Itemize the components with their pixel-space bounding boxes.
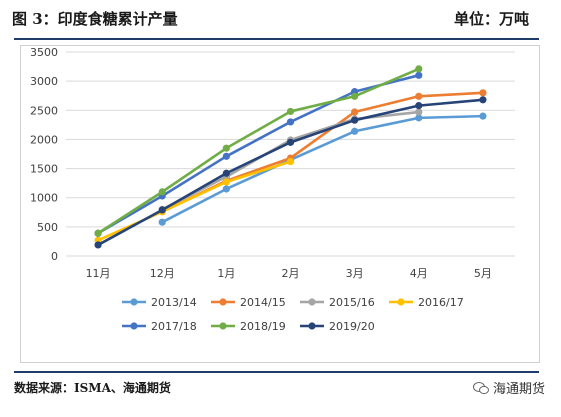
watermark: 海通期货 xyxy=(472,378,545,397)
data-point-2013-14 xyxy=(479,112,487,120)
y-tick-label: 500 xyxy=(37,221,58,234)
data-point-2017-18 xyxy=(222,152,230,160)
data-point-2014-15 xyxy=(479,89,487,97)
data-point-2019-20 xyxy=(286,138,295,146)
data-point-2018-19 xyxy=(222,144,230,152)
wechat-icon xyxy=(472,381,489,394)
y-tick-label: 1000 xyxy=(30,192,58,205)
data-point-2018-19 xyxy=(94,229,102,237)
data-point-2018-19 xyxy=(286,107,295,116)
data-point-2015-16 xyxy=(415,108,423,116)
watermark-text: 海通期货 xyxy=(492,382,545,397)
source-note: 数据来源：ISMA、海通期货 xyxy=(14,381,171,395)
x-tick-label: 11月 xyxy=(86,267,111,280)
y-tick-label: 1500 xyxy=(30,163,58,176)
data-point-2013-14 xyxy=(351,127,359,135)
legend-label: 2015/16 xyxy=(329,296,375,309)
data-point-2019-20 xyxy=(222,169,230,177)
top-rule xyxy=(14,38,539,40)
legend-label: 2014/15 xyxy=(240,296,286,309)
legend-label: 2018/19 xyxy=(240,320,286,333)
x-tick-label: 5月 xyxy=(474,267,492,280)
y-tick-label: 3000 xyxy=(30,75,58,88)
x-tick-label: 2月 xyxy=(282,267,300,280)
legend-swatch-marker xyxy=(219,298,227,306)
legend-swatch-marker xyxy=(397,298,405,306)
data-point-2016-17 xyxy=(222,178,230,186)
data-point-2017-18 xyxy=(286,118,295,126)
series-line-2018-19 xyxy=(97,67,420,235)
data-point-2017-18 xyxy=(415,71,423,79)
data-point-2019-20 xyxy=(415,102,423,110)
chart-frame xyxy=(20,45,540,363)
y-tick-label: 0 xyxy=(51,250,58,263)
legend-swatch-marker xyxy=(130,322,138,330)
data-point-2018-19 xyxy=(415,65,423,73)
x-tick-label: 3月 xyxy=(346,267,364,280)
data-point-2013-14 xyxy=(158,218,166,226)
header: 图 3：印度食糖累计产量 单位：万吨 xyxy=(0,0,547,34)
legend-label: 2013/14 xyxy=(151,296,197,309)
data-point-2013-14 xyxy=(222,185,230,193)
page-title: 图 3：印度食糖累计产量 xyxy=(12,10,178,28)
data-point-2014-15 xyxy=(415,92,423,100)
bottom-rule xyxy=(14,371,539,373)
data-point-2013-14 xyxy=(415,114,423,122)
data-point-2018-19 xyxy=(351,92,359,100)
y-tick-label: 2500 xyxy=(30,104,58,117)
x-tick-label: 12月 xyxy=(150,267,175,280)
legend-label: 2019/20 xyxy=(329,320,375,333)
data-point-2019-20 xyxy=(94,241,102,249)
data-point-2016-17 xyxy=(286,157,295,166)
legend-label: 2017/18 xyxy=(151,320,197,333)
series-line-2017-18 xyxy=(97,74,420,235)
legend-swatch-marker xyxy=(308,322,316,330)
y-tick-label: 2000 xyxy=(30,133,58,146)
data-point-2019-20 xyxy=(479,96,487,104)
x-tick-label: 4月 xyxy=(410,267,428,280)
data-point-2019-20 xyxy=(158,206,166,214)
x-tick-label: 1月 xyxy=(217,267,235,280)
data-point-2018-19 xyxy=(158,188,166,196)
data-point-2019-20 xyxy=(351,116,359,124)
legend-swatch-marker xyxy=(308,298,316,306)
unit-label: 单位：万吨 xyxy=(453,10,529,28)
y-tick-label: 3500 xyxy=(30,46,58,59)
data-point-2014-15 xyxy=(351,108,359,116)
legend-swatch-marker xyxy=(219,322,227,330)
legend-label: 2016/17 xyxy=(418,296,464,309)
legend-swatch-marker xyxy=(130,298,138,306)
series-line-2013-14 xyxy=(161,114,483,224)
